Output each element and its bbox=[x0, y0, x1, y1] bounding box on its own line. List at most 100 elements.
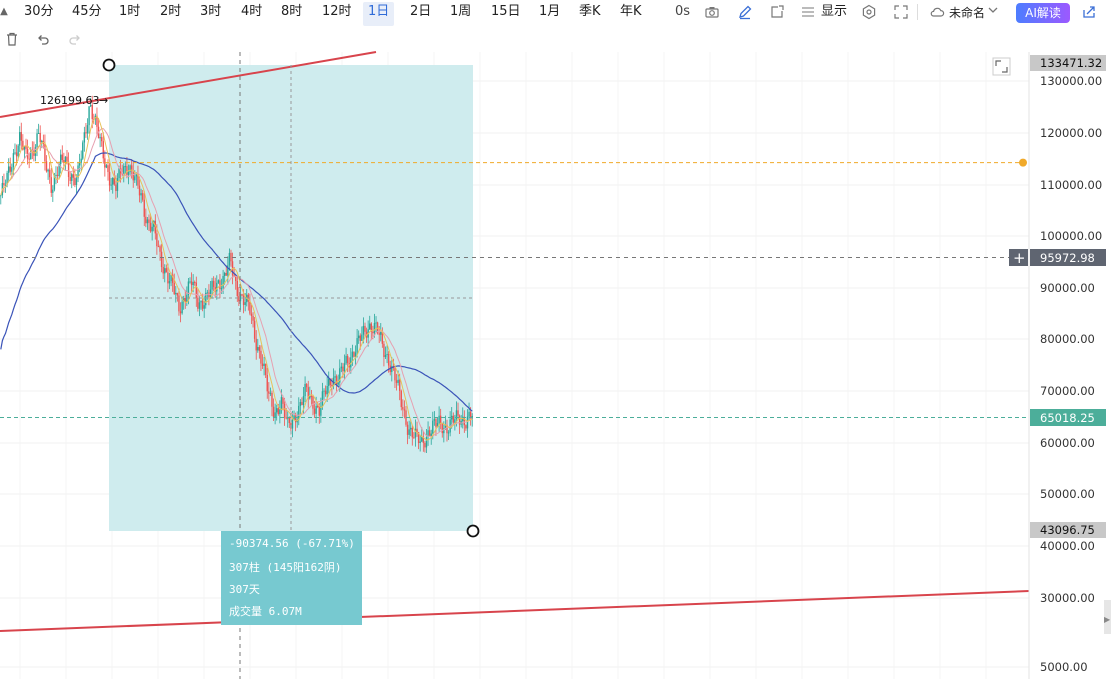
timeframe-45m[interactable]: 45分 bbox=[72, 4, 102, 19]
candle-body bbox=[334, 376, 336, 378]
candle-body bbox=[201, 300, 204, 309]
candle-body bbox=[468, 411, 470, 417]
candle-body bbox=[82, 142, 84, 159]
range-high-label: 133471.32 bbox=[1040, 56, 1102, 70]
candle-body bbox=[288, 416, 291, 424]
candle-body bbox=[160, 251, 163, 268]
layout-name[interactable]: 未命名 bbox=[949, 6, 986, 20]
timeframe-1mo[interactable]: 1月 bbox=[539, 4, 561, 19]
settings-icon[interactable] bbox=[861, 4, 877, 20]
display-menu[interactable]: 显示 bbox=[821, 4, 848, 19]
candle-body bbox=[326, 386, 328, 395]
expand-icon[interactable] bbox=[769, 4, 785, 20]
fullscreen-icon[interactable] bbox=[893, 4, 909, 20]
candle-body bbox=[264, 363, 267, 375]
candle-body bbox=[28, 158, 30, 160]
candle-body bbox=[383, 343, 385, 358]
price-axis[interactable]: 130000.00 120000.00 110000.00 100000.00 9000… bbox=[1040, 74, 1102, 674]
candle-body bbox=[357, 335, 360, 339]
price-tick-label: 60000.00 bbox=[1040, 436, 1095, 450]
candle-body bbox=[417, 432, 420, 444]
candle-body bbox=[181, 301, 183, 314]
candle-body bbox=[337, 382, 339, 385]
candle-body bbox=[141, 193, 144, 200]
candle-body bbox=[4, 184, 7, 186]
timeframe-1d[interactable]: 1日 bbox=[363, 2, 395, 26]
candle-body bbox=[140, 193, 142, 196]
candle-body bbox=[301, 402, 303, 405]
collapse-arrow-icon[interactable]: ▲ bbox=[0, 6, 8, 17]
timeframe-4h[interactable]: 4时 bbox=[241, 4, 263, 19]
share-icon[interactable] bbox=[1081, 4, 1097, 20]
pencil-icon[interactable] bbox=[737, 4, 753, 20]
timeframe-15d[interactable]: 15日 bbox=[491, 4, 521, 19]
candle-body bbox=[217, 280, 220, 283]
maximize-icon[interactable] bbox=[992, 57, 1011, 76]
timeframe-year[interactable]: 年K bbox=[620, 4, 642, 19]
ai-analysis-button[interactable]: AI解读 bbox=[1016, 3, 1070, 23]
candle-body bbox=[305, 383, 308, 388]
candle-body bbox=[364, 325, 366, 332]
candle-body bbox=[438, 415, 440, 424]
candle-body bbox=[41, 140, 43, 143]
measure-handle-start[interactable] bbox=[102, 58, 116, 72]
indicator-icon[interactable] bbox=[800, 4, 816, 20]
timeframe-quarter[interactable]: 季K bbox=[579, 4, 601, 19]
redo-icon[interactable] bbox=[67, 31, 83, 47]
candle-body bbox=[233, 275, 235, 277]
candle-body bbox=[351, 351, 354, 358]
timeframe-12h[interactable]: 12时 bbox=[322, 4, 352, 19]
alert-marker[interactable] bbox=[1019, 158, 1027, 167]
candle-body bbox=[299, 402, 302, 406]
candle-body bbox=[205, 292, 207, 306]
timeframe-2d[interactable]: 2日 bbox=[410, 4, 432, 19]
crosshair-plus-button[interactable] bbox=[1009, 249, 1028, 266]
candle-body bbox=[22, 140, 24, 150]
candle-body bbox=[444, 424, 447, 429]
timeframe-1h[interactable]: 1时 bbox=[119, 4, 141, 19]
price-tick-label: 110000.00 bbox=[1040, 178, 1102, 192]
timeframe-1w[interactable]: 1周 bbox=[450, 4, 472, 19]
undo-icon[interactable] bbox=[35, 31, 51, 47]
candle-body bbox=[56, 174, 59, 176]
lower-trendline[interactable] bbox=[0, 590, 1030, 632]
candle-body bbox=[187, 281, 190, 296]
candle-body bbox=[252, 315, 254, 321]
candle-body bbox=[52, 189, 54, 193]
candle-body bbox=[466, 416, 469, 429]
timeframe-3h[interactable]: 3时 bbox=[200, 4, 222, 19]
countdown-label: 0s bbox=[675, 4, 691, 19]
candle-body bbox=[375, 322, 377, 324]
measure-bars: 307柱 (145阳162阴) bbox=[229, 561, 342, 574]
upper-trendline[interactable] bbox=[0, 51, 377, 118]
timeframe-2h[interactable]: 2时 bbox=[160, 4, 182, 19]
peak-arrow: → bbox=[99, 94, 108, 107]
timeframe-8h[interactable]: 8时 bbox=[281, 4, 303, 19]
candle-body bbox=[331, 384, 333, 387]
candle-body bbox=[85, 132, 87, 134]
candle-body bbox=[186, 295, 188, 303]
scroll-arrow-icon[interactable]: ▶ bbox=[1104, 615, 1111, 624]
candle-body bbox=[176, 292, 179, 296]
scroll-handle[interactable] bbox=[1104, 600, 1111, 634]
candle-body bbox=[408, 429, 410, 435]
plus-icon[interactable]: + bbox=[1013, 249, 1026, 267]
peak-price-label: 126199.63 bbox=[40, 94, 100, 107]
trash-icon[interactable] bbox=[4, 31, 20, 47]
cloud-icon[interactable] bbox=[929, 4, 945, 20]
candle-body bbox=[151, 226, 153, 232]
candle-body bbox=[198, 302, 201, 309]
measure-handle-end[interactable] bbox=[466, 524, 480, 538]
candle-body bbox=[164, 268, 166, 274]
candle-body bbox=[123, 166, 125, 175]
chevron-down-icon[interactable] bbox=[985, 4, 1001, 20]
candle-body bbox=[386, 353, 388, 356]
candle-body bbox=[113, 177, 116, 185]
timeframe-30m[interactable]: 30分 bbox=[24, 4, 54, 19]
candle-body bbox=[405, 410, 407, 425]
candle-body bbox=[102, 141, 104, 159]
candle-body bbox=[15, 152, 18, 157]
camera-icon[interactable] bbox=[704, 4, 720, 20]
candle-body bbox=[39, 132, 41, 143]
